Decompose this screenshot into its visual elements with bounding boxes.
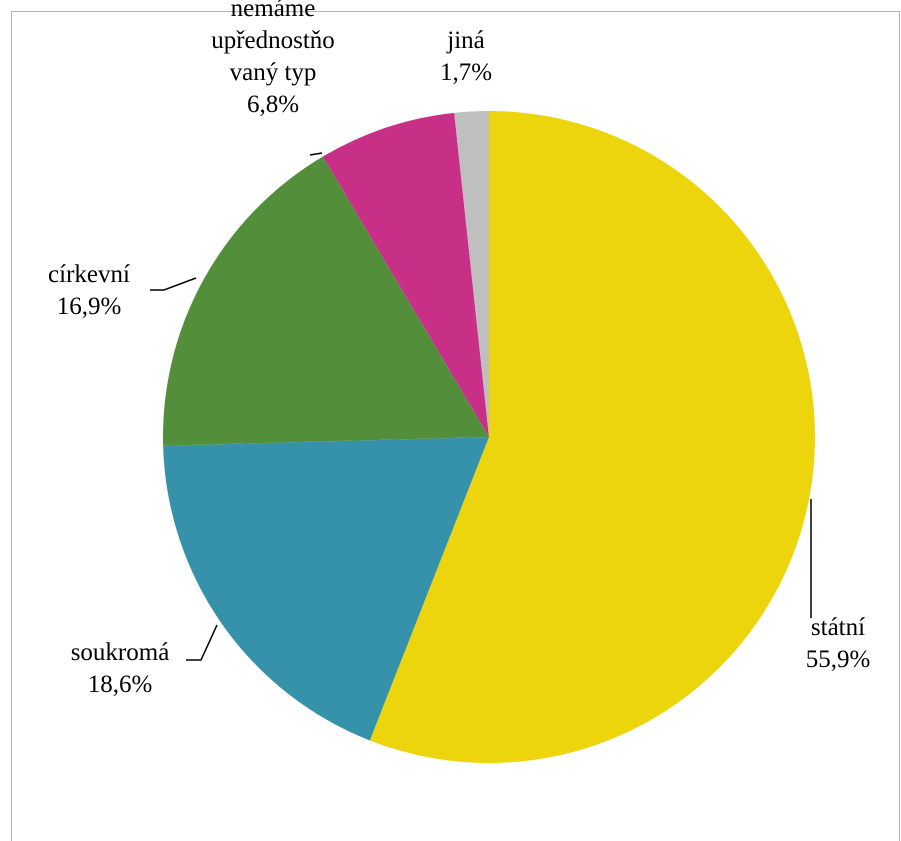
slice-value-label: 6,8% <box>247 91 299 118</box>
leader-line-cirkevni <box>150 277 197 291</box>
slice-category-label: státní <box>811 614 865 641</box>
pie-slice-3 <box>322 112 489 437</box>
slice-label-1: soukromá 18,6% <box>71 639 170 698</box>
slice-label-4: jiná 1,7% <box>440 27 492 86</box>
pie-slice-2 <box>163 156 489 446</box>
slice-category-label: vaný typ <box>230 59 317 86</box>
slice-label-2: církevní 16,9% <box>48 261 130 320</box>
slice-category-label: církevní <box>48 261 130 288</box>
pie-slice-0 <box>369 111 815 764</box>
slice-value-label: 1,7% <box>440 59 492 86</box>
chart-frame <box>11 11 900 841</box>
pie-slice-4 <box>454 111 489 437</box>
leader-line-nemame <box>309 152 323 156</box>
slice-label-3: nemáme upřednostňo vaný typ 6,8% <box>211 0 335 118</box>
slice-category-label: upřednostňo <box>211 27 335 54</box>
slice-label-0: státní 55,9% <box>806 614 871 673</box>
slice-category-label: jiná <box>446 27 485 54</box>
pie-slice-1 <box>163 437 489 741</box>
slice-category-label: soukromá <box>71 639 170 666</box>
slice-value-label: 18,6% <box>88 671 153 698</box>
slice-category-label: nemáme <box>231 0 316 22</box>
slice-value-label: 55,9% <box>806 646 871 673</box>
slice-value-label: 16,9% <box>57 293 122 320</box>
leader-line-soukroma <box>186 624 218 661</box>
